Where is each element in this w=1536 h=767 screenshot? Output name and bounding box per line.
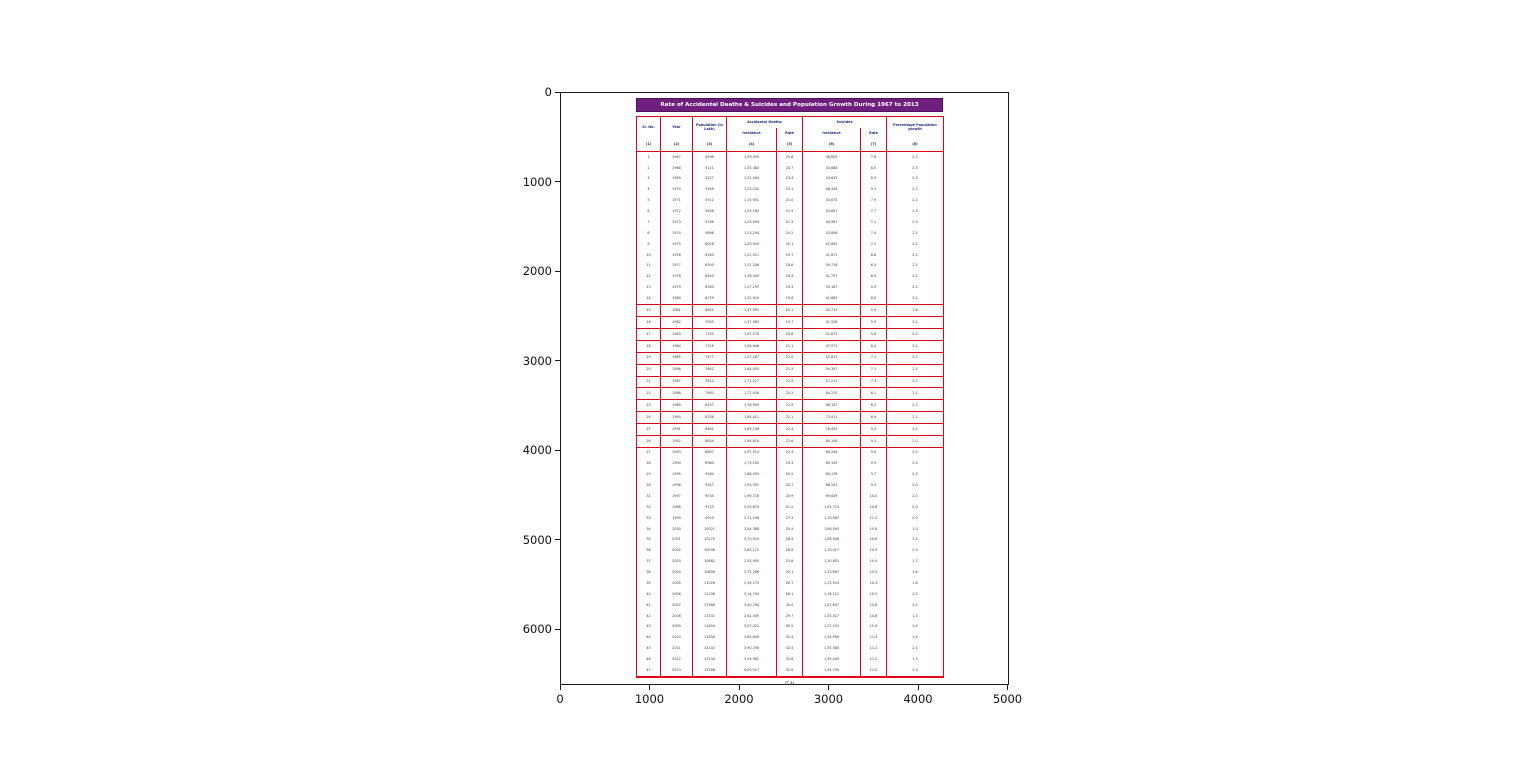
x-tick-label: 0 [556,692,564,706]
col-header-accidental-deaths: Accidental Deaths [726,116,803,128]
table-row: 33 1999 9919 2,71,106 27.3 1,10,587 11.2 2.0 [636,513,944,524]
table-row: 8 1974 5896 1,13,204 19.2 43,806 7.4 2.2 [636,228,944,239]
table-row: 27 1993 8807 1,97,514 22.4 84,244 9.6 2.0 [636,447,944,459]
y-tick-label: 3000 [522,353,552,368]
column-number-row: (1) (2) (3) (4) (5) (6) (7) (8) [636,139,944,152]
y-tick-label: 1000 [522,174,552,189]
y-tick-label: 5000 [522,532,552,547]
table-title-bar: Rate of Accidental Deaths & Suicides and… [636,98,943,112]
table-caption: (T A) [784,681,795,687]
table-row: 25 1991 8461 1,89,106 22.4 78,450 9.3 1.5 [636,423,944,436]
subcol-sui-rate: Rate [860,128,887,139]
x-tick-mark [649,685,650,690]
x-tick-mark [828,685,829,690]
table-row: 30 1996 9347 1,93,351 20.7 88,241 9.4 2.0 [636,480,944,492]
table-row: 37 2003 10682 2,53,905 23.8 1,10,851 10.4 1.7 [636,556,944,568]
x-tick-mark [738,685,740,690]
y-tick-label: 2000 [522,264,552,278]
table-row: 41 2007 11366 3,40,794 30.0 1,22,637 10.8 1.5 [636,600,944,611]
table-row: 16 1982 7005 1,37,983 19.7 41,528 5.9 2.2 [636,316,944,329]
table-row: 12 1978 6440 1,18,300 18.4 41,707 6.5 2.2 [636,271,944,283]
table-row: 35 2001 10270 2,70,910 26.4 1,08,506 10.6 2.5 [636,534,944,546]
table-body: 1 1967 4996 1,29,092 25.8 38,829 7.8 2.2 2 1968 51… [636,151,944,678]
table-row: 4 1970 5346 1,23,242 23.1 48,428 9.1 2.2 [636,184,944,196]
plot-axes: Rate of Accidental Deaths & Suicides and… [560,92,1009,687]
table-row: 44 2010 11858 3,84,649 32.4 1,34,599 11.4 1.4 [636,632,944,644]
table-row: 10 1976 6163 1,21,511 19.7 41,671 6.8 2.2 [636,249,944,261]
table-row: 9 1975 6028 1,20,916 20.1 42,890 7.1 2.2 [636,239,944,250]
table-row: 18 1984 7316 1,54,646 21.1 47,071 6.4 2.2 [636,340,944,353]
table-row: 13 1979 6583 1,27,297 19.3 39,167 5.9 2.2 [636,282,944,294]
subcol-acc-incidence: Incidence [726,128,777,139]
y-tick-mark [555,449,560,451]
col-header-growth: Percentage Population growth [886,116,944,139]
table-row: 11 1977 6300 1,17,206 18.6 39,718 6.3 2.2 [636,260,944,272]
table-header: Sl. No. Year Population (in Lakh) Accide… [636,116,944,152]
table-row: 7 1973 5766 1,23,094 21.3 40,967 7.1 2.3 [636,217,944,229]
table-row: 45 2011 12102 3,90,758 32.3 1,35,585 11.2 2.1 [636,643,944,655]
data-table: Sl. No. Year Population (in Lakh) Accide… [636,116,944,679]
y-tick-mark [555,91,560,93]
table-row: 2 1968 5111 1,25,382 24.7 43,688 8.5 2.3 [636,162,944,174]
x-tick-label: 5000 [992,692,1023,706]
table-row: 47 2013 12288 4,00,517 32.6 1,34,799 11.0 1.3 [636,665,944,678]
x-tick-mark [1007,685,1008,690]
table-row: 34 2000 10021 2,54,388 25.4 1,08,593 10.8 1.0 [636,523,944,535]
table-row: 22 1988 7982 1,77,426 22.2 64,270 8.1 2.2 [636,387,944,401]
y-tick-label: 0 [544,85,552,99]
table-row: 23 1989 8157 1,78,955 21.9 66,107 8.1 2.2 [636,399,944,413]
table-row: 26 1992 8634 1,94,810 22.6 80,149 9.3 2.0 [636,435,944,448]
x-tick-label: 4000 [903,692,933,706]
table-row: 1 1967 4996 1,29,092 25.8 38,829 7.8 2.2 [636,151,944,163]
table-row: 31 1997 9534 1,99,716 20.9 95,829 10.0 2.0 [636,491,944,503]
x-tick-mark [559,685,561,690]
y-tick-mark [555,181,560,182]
table-row: 29 1995 9164 1,88,003 20.5 89,178 9.7 2.0 [636,469,944,481]
y-tick-label: 6000 [522,622,552,636]
table-row: 38 2004 10856 2,72,266 25.1 1,13,697 10.5 1.6 [636,567,944,579]
table-row: 39 2005 11028 2,94,175 26.7 1,13,914 10.3 1.6 [636,578,944,590]
scanned-table-image: Rate of Accidental Deaths & Suicides and… [636,98,944,687]
table-row: 42 2008 11531 3,42,309 29.7 1,25,017 10.8 1.5 [636,610,944,622]
table-row: 40 2006 11198 3,14,704 28.1 1,18,112 10.5 1.5 [636,589,944,600]
table-row: 36 2002 10506 2,82,122 26.9 1,10,417 10.5 2.3 [636,545,944,557]
table-row: 24 1990 8336 1,84,411 22.1 73,911 8.9 2.1 [636,411,944,424]
table-row: 28 1994 8984 1,73,102 19.3 89,195 9.9 2.0 [636,458,944,470]
x-tick-label: 1000 [634,692,665,706]
table-row: 46 2012 12134 3,94,982 32.6 1,35,445 11.2 1.3 [636,654,944,666]
table-row: 3 1969 5227 1,22,264 23.4 43,633 8.3 2.3 [636,173,944,185]
y-tick-mark [555,628,560,630]
x-tick-label: 3000 [813,692,844,706]
table-row: 19 1985 7477 1,57,287 21.0 52,811 7.1 2.2 [636,352,944,365]
col-header-suicides: Suicides [802,116,887,128]
y-tick-label: 4000 [522,443,552,457]
table-row: 17 1983 7159 1,47,570 20.6 41,875 5.8 2.2 [636,328,944,341]
subcol-sui-incidence: Incidence [802,128,861,139]
table-row: 20 1986 7642 1,64,455 21.5 54,357 7.1 2.2 [636,364,944,377]
table-row: 43 2009 11694 3,57,021 30.5 1,27,151 10.9 1.4 [636,621,944,633]
y-tick-mark [555,270,560,272]
col-header-population: Population (in Lakh) [692,116,727,139]
x-tick-label: 2000 [724,692,754,706]
y-tick-mark [555,539,560,540]
table-row: 5 1971 5512 1,15,901 21.0 43,675 7.9 2.2 [636,195,944,207]
table-row: 15 1981 6851 1,37,591 20.1 40,715 5.9 1.8 [636,304,944,318]
table-row: 6 1972 5638 1,23,184 21.9 43,601 7.7 2.3 [636,206,944,218]
col-header-sl: Sl. No. [636,116,661,139]
col-header-year: Year [660,116,693,139]
subcol-acc-rate: Rate [776,128,803,139]
table-row: 14 1980 6729 1,31,919 19.6 41,663 6.2 2.2 [636,293,944,306]
y-tick-mark [555,360,560,361]
table-row: 21 1987 7810 1,71,217 21.9 57,211 7.3 2.2 [636,376,944,389]
x-tick-mark [917,685,919,690]
table-row: 32 1998 9725 2,05,870 21.2 1,04,713 10.8 2.0 [636,502,944,513]
